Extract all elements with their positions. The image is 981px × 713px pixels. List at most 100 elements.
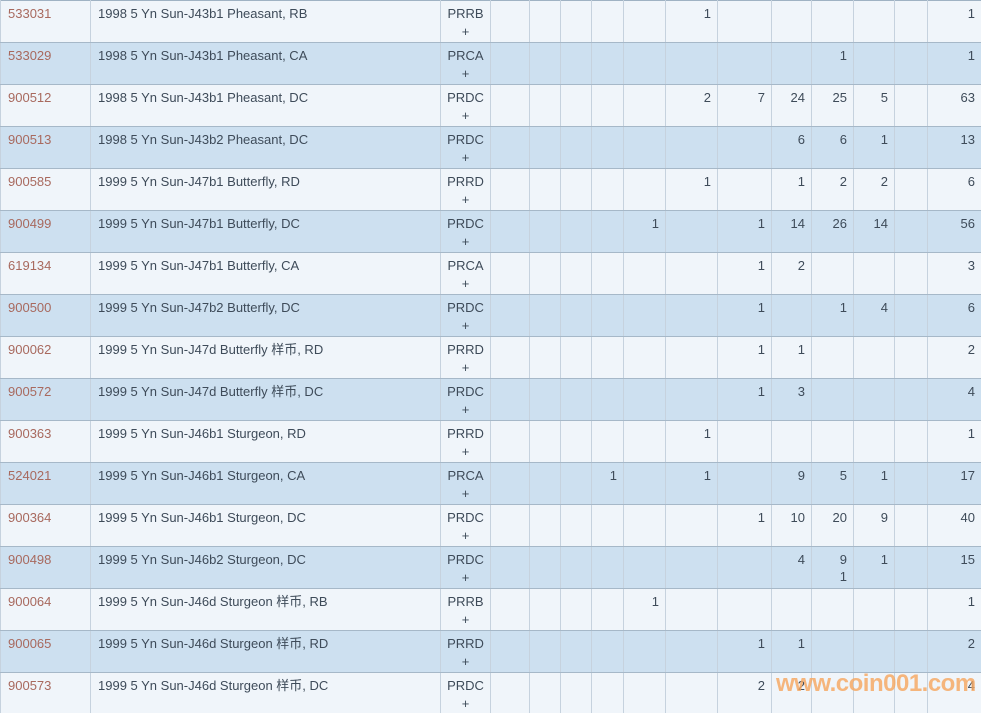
count-cell: 2 xyxy=(771,672,812,713)
count-cell xyxy=(591,672,624,713)
count-cell xyxy=(717,42,772,85)
count-cell xyxy=(529,42,561,85)
coin-id-link[interactable]: 900513 xyxy=(0,126,91,169)
expand-plus-link[interactable]: + xyxy=(461,654,470,669)
count-cell xyxy=(853,588,895,631)
expand-plus-link[interactable]: + xyxy=(461,360,470,375)
count-cell xyxy=(490,0,530,43)
count-cell xyxy=(665,546,718,589)
count-cell xyxy=(560,0,592,43)
coin-id-link[interactable]: 900499 xyxy=(0,210,91,253)
count-cell xyxy=(529,462,561,505)
count-cell: 2 xyxy=(811,168,854,211)
coin-id-link[interactable]: 619134 xyxy=(0,252,91,295)
count-cell xyxy=(591,336,624,379)
coin-description: 1999 5 Yn Sun-J46b1 Sturgeon, DC xyxy=(90,504,441,547)
count-cell xyxy=(717,546,772,589)
coin-id-link[interactable]: 900572 xyxy=(0,378,91,421)
coin-description: 1998 5 Yn Sun-J43b1 Pheasant, CA xyxy=(90,42,441,85)
coin-id-link[interactable]: 900498 xyxy=(0,546,91,589)
count-cell xyxy=(811,0,854,43)
count-cell xyxy=(665,672,718,713)
coin-id-link[interactable]: 900585 xyxy=(0,168,91,211)
expand-plus-link[interactable]: + xyxy=(461,24,470,39)
total-cell: 40 xyxy=(927,504,981,547)
table-row: 900062 1999 5 Yn Sun-J47d Butterfly 样币, R… xyxy=(0,336,981,379)
grade-code-label: PRRD xyxy=(447,426,484,441)
coin-description: 1999 5 Yn Sun-J47b2 Butterfly, DC xyxy=(90,294,441,337)
coin-id-link[interactable]: 900062 xyxy=(0,336,91,379)
expand-plus-link[interactable]: + xyxy=(461,528,470,543)
coin-id-link[interactable]: 900064 xyxy=(0,588,91,631)
coin-id-link[interactable]: 900363 xyxy=(0,420,91,463)
count-cell: 1 xyxy=(591,462,624,505)
count-cell xyxy=(894,294,928,337)
coin-id-link[interactable]: 900573 xyxy=(0,672,91,713)
coin-id-link[interactable]: 533029 xyxy=(0,42,91,85)
expand-plus-link[interactable]: + xyxy=(461,318,470,333)
table-row: 524021 1999 5 Yn Sun-J46b1 Sturgeon, CA PR… xyxy=(0,462,981,505)
expand-plus-link[interactable]: + xyxy=(461,108,470,123)
count-cell: 1 xyxy=(717,294,772,337)
count-cell xyxy=(490,420,530,463)
count-cell xyxy=(591,42,624,85)
count-cell xyxy=(894,84,928,127)
grade-code-cell: PRDC + xyxy=(440,672,491,713)
count-cell xyxy=(529,252,561,295)
coin-id-link[interactable]: 900364 xyxy=(0,504,91,547)
expand-plus-link[interactable]: + xyxy=(461,66,470,81)
count-cell xyxy=(560,210,592,253)
grade-code-cell: PRDC + xyxy=(440,504,491,547)
count-cell xyxy=(717,420,772,463)
count-cell: 14 xyxy=(853,210,895,253)
count-cell xyxy=(623,252,666,295)
expand-plus-link[interactable]: + xyxy=(461,150,470,165)
count-cell xyxy=(490,378,530,421)
count-cell: 1 xyxy=(665,462,718,505)
expand-plus-link[interactable]: + xyxy=(461,276,470,291)
coin-id-link[interactable]: 533031 xyxy=(0,0,91,43)
count-cell xyxy=(665,504,718,547)
expand-plus-link[interactable]: + xyxy=(461,570,470,585)
coin-description: 1999 5 Yn Sun-J46d Sturgeon 样币, RD xyxy=(90,630,441,673)
count-cell: 2 xyxy=(853,168,895,211)
expand-plus-link[interactable]: + xyxy=(461,486,470,501)
coin-id-link[interactable]: 900500 xyxy=(0,294,91,337)
grade-code-label: PRDC xyxy=(447,132,484,147)
count-cell: 1 xyxy=(811,42,854,85)
count-cell xyxy=(853,630,895,673)
coin-id-link[interactable]: 900065 xyxy=(0,630,91,673)
count-cell: 20 xyxy=(811,504,854,547)
count-cell xyxy=(529,126,561,169)
expand-plus-link[interactable]: + xyxy=(461,234,470,249)
expand-plus-link[interactable]: + xyxy=(461,402,470,417)
grade-code-label: PRDC xyxy=(447,510,484,525)
count-cell xyxy=(623,294,666,337)
total-cell: 15 xyxy=(927,546,981,589)
expand-plus-link[interactable]: + xyxy=(461,192,470,207)
coin-description: 1999 5 Yn Sun-J47b1 Butterfly, CA xyxy=(90,252,441,295)
count-cell xyxy=(771,294,812,337)
expand-plus-link[interactable]: + xyxy=(461,696,470,711)
count-cell xyxy=(811,378,854,421)
count-cell xyxy=(560,252,592,295)
count-cell xyxy=(853,336,895,379)
expand-plus-link[interactable]: + xyxy=(461,444,470,459)
count-cell xyxy=(665,588,718,631)
total-cell: 4 xyxy=(927,378,981,421)
count-cell xyxy=(665,42,718,85)
count-cell xyxy=(623,0,666,43)
count-cell: 2 xyxy=(717,672,772,713)
count-cell xyxy=(665,210,718,253)
grade-code-label: PRDC xyxy=(447,678,484,693)
grade-code-cell: PRCA + xyxy=(440,42,491,85)
count-cell xyxy=(591,378,624,421)
coin-id-link[interactable]: 524021 xyxy=(0,462,91,505)
coin-id-link[interactable]: 900512 xyxy=(0,84,91,127)
count-cell xyxy=(490,630,530,673)
count-cell xyxy=(591,504,624,547)
expand-plus-link[interactable]: + xyxy=(461,612,470,627)
grade-code-label: PRRD xyxy=(447,342,484,357)
coin-description: 1999 5 Yn Sun-J47b1 Butterfly, RD xyxy=(90,168,441,211)
count-cell xyxy=(560,294,592,337)
